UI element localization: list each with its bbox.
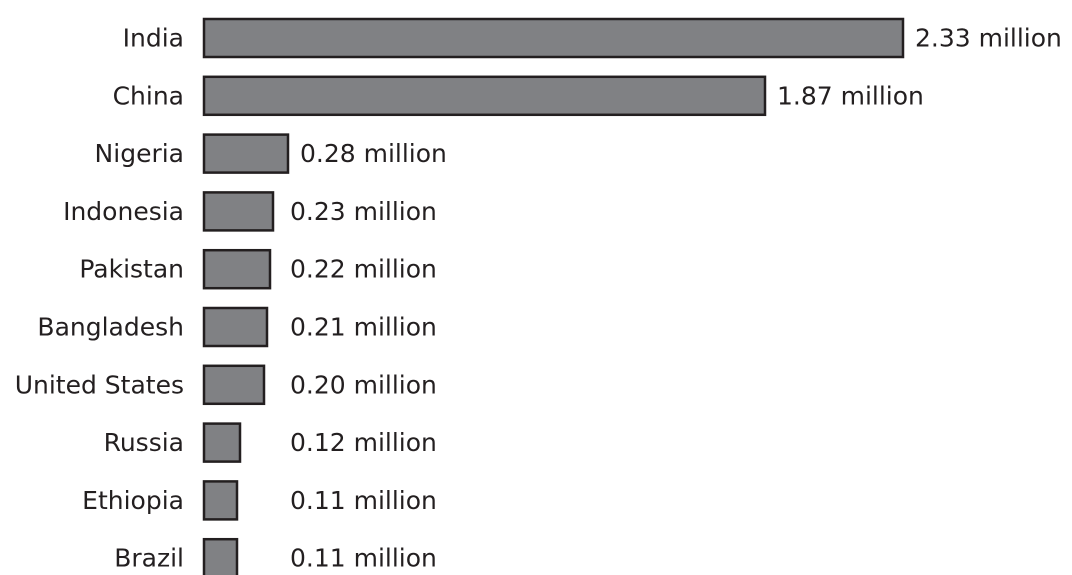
category-label-china: China [113, 81, 184, 110]
bar-indonesia [202, 191, 275, 232]
bar-ethiopia [202, 480, 239, 521]
category-labels: India China Nigeria Indonesia Pakistan Bangla… [15, 24, 184, 573]
value-label-bangladesh: 0.21 million [290, 313, 437, 342]
bar-bangladesh [202, 306, 269, 348]
category-label-pakistan: Pakistan [79, 255, 184, 284]
category-label-united-states: United States [15, 370, 184, 399]
category-label-bangladesh: Bangladesh [37, 313, 184, 342]
value-label-united-states: 0.20 million [290, 370, 437, 399]
value-label-pakistan: 0.22 million [290, 255, 437, 284]
category-label-nigeria: Nigeria [95, 139, 184, 168]
value-label-nigeria: 0.28 million [300, 139, 447, 168]
value-label-china: 1.87 million [777, 81, 924, 110]
value-label-brazil: 0.11 million [290, 544, 437, 573]
value-label-russia: 0.12 million [290, 428, 437, 457]
bar-united-states [202, 364, 266, 406]
value-label-indonesia: 0.23 million [290, 197, 437, 226]
bar-brazil [202, 537, 239, 575]
bar-china [202, 75, 767, 117]
bar-india [202, 17, 905, 59]
bar-pakistan [202, 248, 272, 290]
category-label-india: India [123, 24, 184, 53]
bar-nigeria [202, 133, 290, 174]
value-label-india: 2.33 million [915, 24, 1062, 53]
category-label-ethiopia: Ethiopia [82, 486, 184, 515]
value-label-ethiopia: 0.11 million [290, 486, 437, 515]
category-label-russia: Russia [104, 428, 184, 457]
value-labels: 2.33 million 1.87 million 0.28 million 0.23… [290, 24, 1062, 573]
category-label-brazil: Brazil [114, 544, 184, 573]
bars [202, 17, 905, 575]
category-label-indonesia: Indonesia [63, 197, 184, 226]
bar-russia [202, 422, 242, 463]
